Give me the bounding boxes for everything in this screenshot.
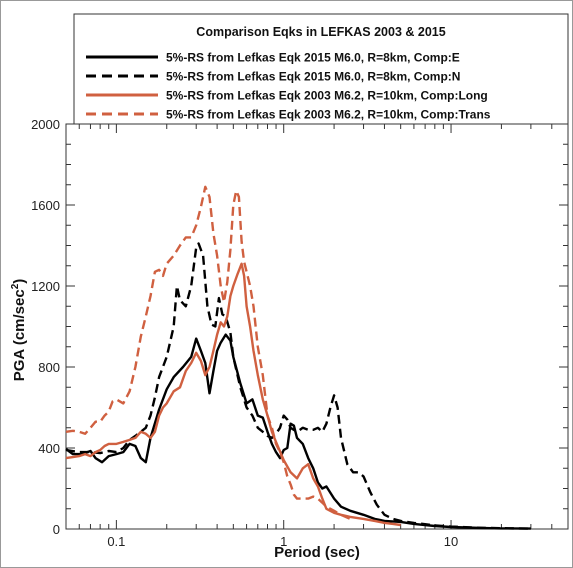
y-axis-title: PGA (cm/sec2) [10,279,28,382]
x-tick-label: 0.1 [107,534,125,549]
legend: 5%-RS from Lefkas Eqk 2015 M6.0, R=8km, … [86,51,491,122]
axis-ticks: 0.1 1 10 0 400 800 1200 1600 2000 [31,117,569,549]
y-tick-label: 1600 [31,198,60,213]
legend-label-1: 5%-RS from Lefkas Eqk 2015 M6.0, R=8km, … [166,51,460,65]
series-line-4 [65,185,351,520]
y-tick-label: 400 [38,441,60,456]
legend-label-2: 5%-RS from Lefkas Eqk 2015 M6.0, R=8km, … [166,70,460,84]
chart-title: Comparison Eqks in LEFKAS 2003 & 2015 [196,25,445,39]
legend-label-3: 5%-RS from Lefkas Eqk 2003 M6.2, R=10km,… [166,89,488,103]
series-line-3 [65,262,401,527]
y-tick-label: 800 [38,360,60,375]
y-tick-label: 0 [53,522,60,537]
series-line-1 [65,333,531,530]
y-axis-title-tail: ) [11,279,28,284]
y-axis-title-sup: 2 [10,283,21,289]
legend-label-4: 5%-RS from Lefkas Eqk 2003 M6.2, R=10km,… [166,108,491,122]
y-axis-title-main: PGA (cm/sec [11,289,28,381]
y-tick-label: 2000 [31,117,60,132]
x-tick-label: 10 [444,534,458,549]
x-tick-label: 1 [280,534,287,549]
y-tick-label: 1200 [31,279,60,294]
series-layer [65,185,531,530]
legend-box [73,13,569,125]
series-line-2 [65,242,531,530]
x-axis-title: Period (sec) [274,544,360,561]
